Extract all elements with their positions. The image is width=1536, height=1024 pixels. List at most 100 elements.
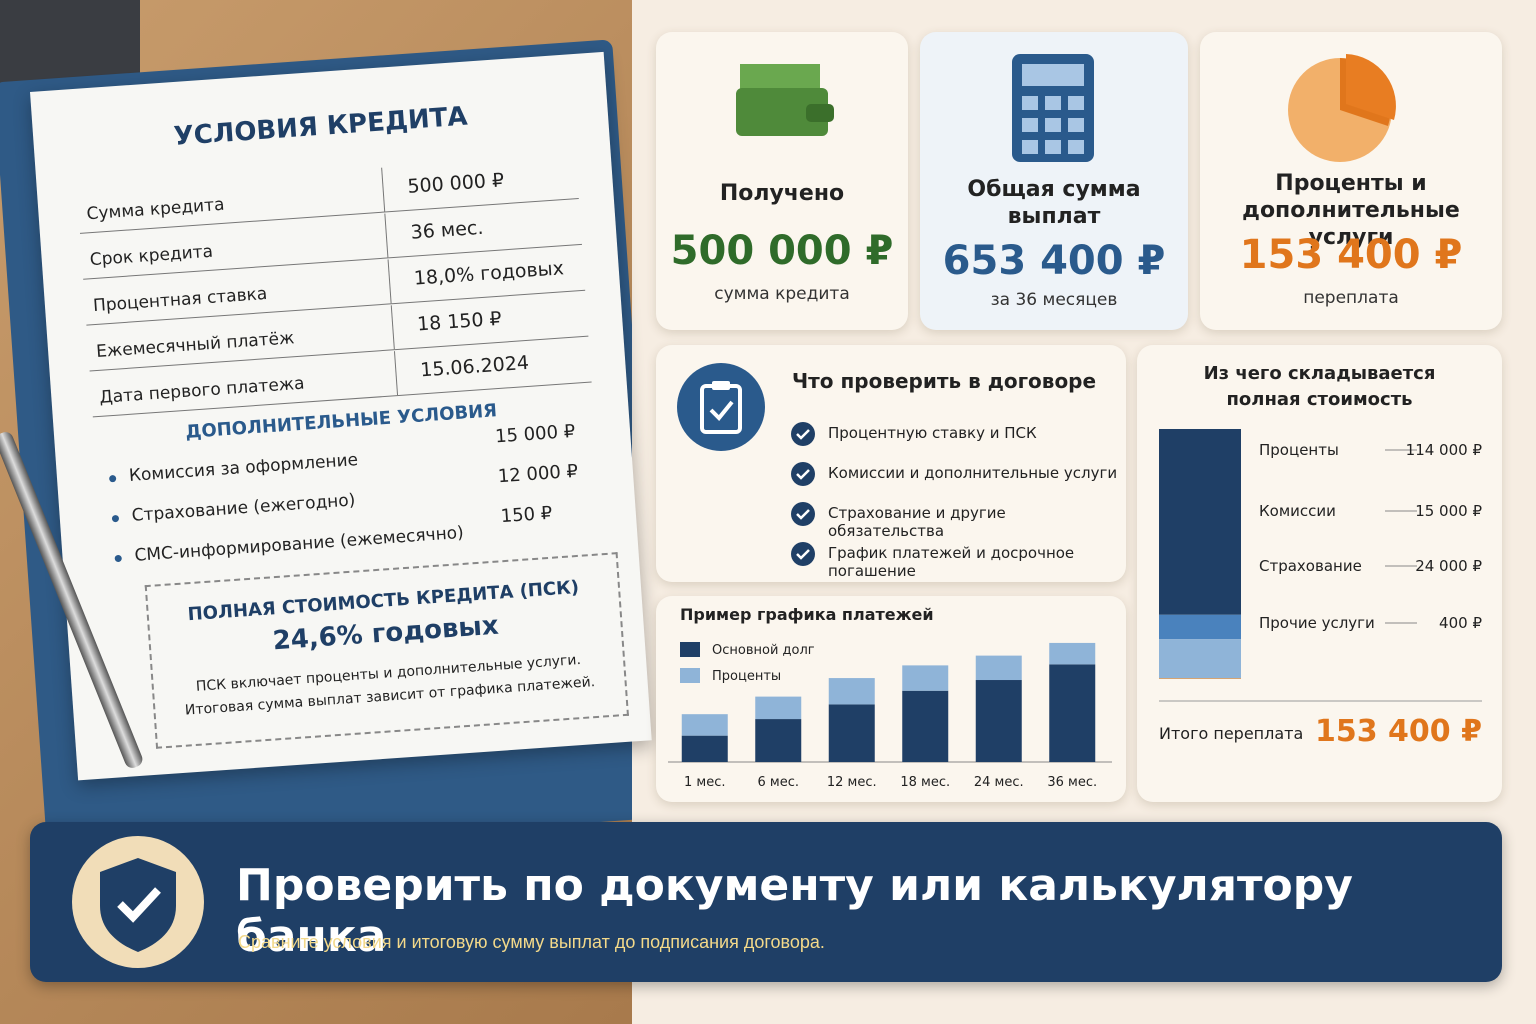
check-icon: [791, 502, 815, 526]
card-value: 500 000 ₽: [670, 228, 894, 274]
stack-segment: [1159, 678, 1241, 679]
banner-subtitle: Сравните условия и итоговую сумму выплат…: [238, 932, 825, 952]
card-value: 653 400 ₽: [942, 238, 1166, 284]
segment-name: Проценты: [1259, 441, 1339, 459]
check-icon: [791, 422, 815, 446]
card: Получено 500 000 ₽ сумма кредита: [656, 32, 908, 330]
card-caption: сумма кредита: [714, 284, 850, 304]
value-label: 400 ₽: [1439, 614, 1482, 632]
bar-segment: [975, 655, 1022, 681]
check-mark: [796, 549, 810, 560]
document: УСЛОВИЯ КРЕДИТА Сумма кредита 500 000 ₽ Ср…: [30, 51, 652, 781]
bullet: [111, 514, 120, 523]
bar-segment: [902, 690, 949, 762]
x-tick-label: 12 мес.: [827, 775, 877, 790]
x-tick-label: 6 мес.: [758, 775, 800, 790]
legend-swatch: [680, 668, 700, 683]
check-mark: [796, 469, 810, 480]
card-title: Общая сумма выплат: [967, 177, 1141, 229]
bar-segment: [902, 665, 949, 691]
extra-value: 12 000 ₽: [497, 460, 579, 488]
card-title: Проценты и дополнительные услуги: [1242, 171, 1460, 250]
bar-segment: [975, 680, 1022, 762]
bar-segment: [828, 678, 875, 705]
doc-row-key: Дата первого платежа: [98, 373, 306, 408]
card: Проценты и дополнительные услуги 153 400…: [1200, 32, 1502, 330]
psk-box: ПОЛНАЯ СТОИМОСТЬ КРЕДИТА (ПСК) 24,6% год…: [144, 552, 629, 749]
x-tick-label: 1 мес.: [684, 775, 726, 790]
doc-row-key: Ежемесячный платёж: [95, 328, 295, 362]
bar-segment: [755, 696, 802, 720]
extra-key: Комиссия за оформление: [128, 450, 359, 487]
check-item: Страхование и другие обязательства: [828, 504, 1006, 540]
bar-segment: [828, 704, 875, 762]
check-icon: [791, 542, 815, 566]
doc-row-sep: [384, 213, 389, 258]
clipboard-icon: [677, 363, 765, 451]
x-tick-label: 36 мес.: [1047, 775, 1097, 790]
legend-label: Основной долг: [712, 643, 815, 658]
checklist-title: Что проверить в договоре: [792, 369, 1097, 393]
extra-value: 150 ₽: [500, 502, 553, 528]
doc-row-value: 36 мес.: [409, 216, 485, 244]
shield-icon: [72, 836, 204, 968]
legend-swatch: [680, 642, 700, 657]
card: Общая сумма выплат 653 400 ₽ за 36 месяц…: [920, 32, 1188, 330]
check-circle: [791, 502, 815, 526]
card-caption: переплата: [1303, 288, 1399, 308]
banner: Проверить по документу или калькулятору …: [30, 822, 1502, 982]
bar-segment: [1049, 664, 1096, 762]
schedule-chart: Пример графика платежей Основной долг Про…: [668, 605, 1112, 790]
stack-segment: [1159, 639, 1241, 679]
extra-key: Страхование (ежегодно): [131, 490, 356, 526]
doc-row-sep: [381, 167, 386, 212]
chart-title: Из чего складывается полная стоимость: [1203, 363, 1436, 410]
value-label: 24 000 ₽: [1415, 557, 1482, 575]
segment-name: Страхование: [1259, 557, 1362, 575]
total-label: Итого переплата: [1159, 724, 1303, 743]
bar-segment: [681, 714, 728, 736]
doc-title: УСЛОВИЯ КРЕДИТА: [172, 101, 469, 153]
breakdown-chart: Итого переплата 153 400 ₽ Проценты 114 00…: [1159, 429, 1483, 749]
doc-row-sep: [393, 351, 399, 396]
card-caption: за 36 месяцев: [990, 290, 1118, 310]
wallet-icon: [736, 64, 834, 136]
value-label: 114 000 ₽: [1406, 441, 1483, 459]
doc-row-key: Сумма кредита: [85, 194, 226, 225]
banner-title: Проверить по документу или калькулятору …: [236, 860, 1353, 962]
extra-value: 15 000 ₽: [494, 420, 576, 448]
extra-key: СМС-информирование (ежемесячно): [133, 522, 465, 566]
x-tick-label: 18 мес.: [900, 775, 950, 790]
bullet: [108, 474, 117, 483]
checklist: Что проверить в договоре Процентную став…: [656, 345, 1126, 582]
check-circle: [791, 462, 815, 486]
doc-row-value: 18,0% годовых: [413, 257, 565, 290]
doc-row-sep: [387, 259, 392, 304]
total-value: 153 400 ₽: [1315, 714, 1482, 749]
segment-name: Прочие услуги: [1259, 614, 1375, 632]
check-mark: [796, 509, 810, 520]
calculator-icon: [1012, 54, 1094, 162]
card-value: 153 400 ₽: [1239, 232, 1463, 278]
stack-segment: [1159, 429, 1241, 615]
check-item: Процентную ставку и ПСК: [828, 424, 1037, 442]
bullet: [114, 554, 122, 563]
chart-title: Пример графика платежей: [680, 605, 934, 624]
stack-segment: [1159, 614, 1241, 640]
doc-row-value: 500 000 ₽: [406, 169, 505, 198]
doc-row-key: Процентная ставка: [92, 283, 268, 317]
check-item: Комиссии и дополнительные услуги: [828, 464, 1118, 482]
legend-label: Проценты: [712, 669, 781, 684]
x-tick-label: 24 мес.: [974, 775, 1024, 790]
doc-row-value: 18 150 ₽: [416, 307, 503, 336]
check-circle: [791, 422, 815, 446]
bar-segment: [681, 735, 728, 762]
schedule-chart-card: Пример графика платежей Основной долг Про…: [656, 596, 1126, 802]
bar-segment: [755, 719, 802, 762]
segment-name: Комиссии: [1259, 502, 1336, 520]
check-circle: [791, 542, 815, 566]
check-icon: [791, 462, 815, 486]
doc-row-value: 15.06.2024: [419, 351, 530, 382]
check-mark: [796, 429, 810, 440]
